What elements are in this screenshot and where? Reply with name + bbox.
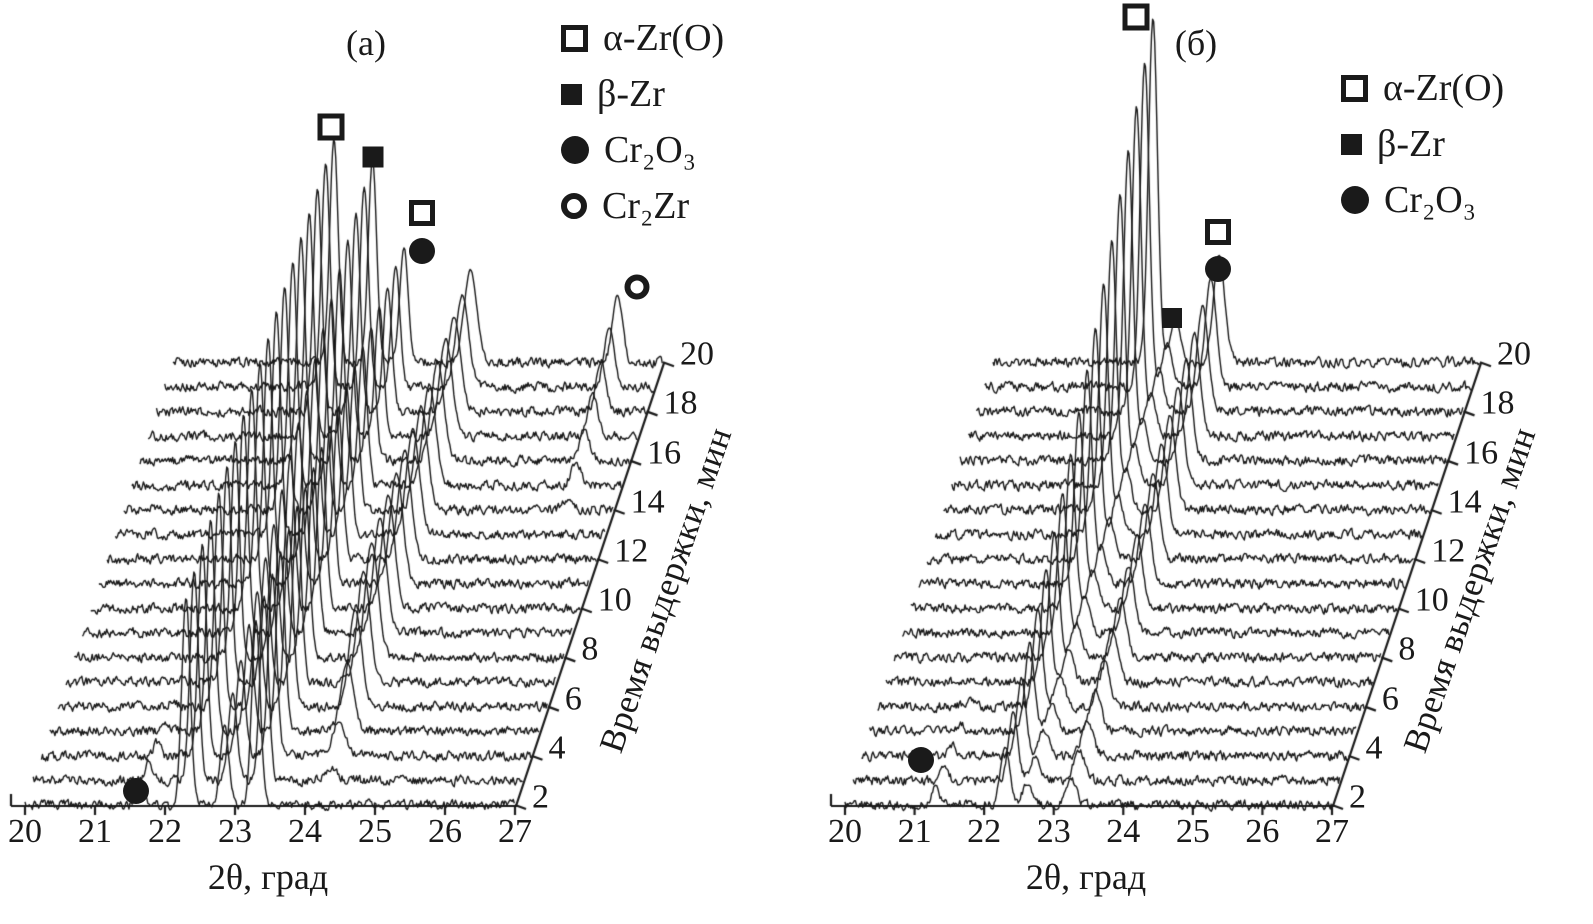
x-axis-label-a: 2θ, град	[207, 857, 329, 897]
depth-tick-label: 18	[663, 384, 698, 422]
peak-marker-filled-circle	[123, 778, 149, 804]
x-tick-label: 23	[1036, 813, 1071, 850]
peak-marker-open-square	[409, 200, 435, 226]
x-tick-label: 21	[78, 813, 112, 850]
legend-label: α-Zr(O)	[603, 17, 725, 59]
x-tick-label: 25	[358, 813, 392, 850]
depth-tick-label: 12	[614, 532, 649, 570]
peak-marker-filled-circle	[908, 747, 934, 773]
depth-tick-label: 14	[630, 483, 665, 521]
legend-item: α-Zr(O)	[561, 10, 724, 66]
peak-marker-open-square	[1205, 219, 1231, 245]
x-tick-label: 22	[148, 813, 182, 850]
x-tick-label: 24	[288, 813, 322, 850]
x-tick-label: 27	[1315, 813, 1349, 850]
peak-marker-filled-circle	[1205, 256, 1231, 282]
legend-b: α-Zr(O) β-Zr Cr₂O₃	[1341, 60, 1504, 228]
depth-tick-label: 20	[679, 335, 714, 373]
depth-tick-label: 16	[1464, 433, 1499, 471]
depth-tick-label: 8	[581, 630, 599, 668]
x-axis-label-b: 2θ, град	[1025, 857, 1147, 897]
depth-tick-label: 10	[1414, 581, 1449, 619]
depth-tick-label: 8	[1398, 630, 1416, 668]
legend-label: β-Zr	[1377, 123, 1445, 165]
x-tick-label: 25	[1175, 813, 1210, 850]
peak-marker-open-square	[317, 113, 345, 141]
legend-item: Cr₂O₃	[1341, 172, 1504, 228]
filled-circle-icon	[561, 136, 589, 164]
depth-tick-label: 20	[1496, 335, 1531, 373]
open-square-icon	[561, 24, 588, 52]
peak-marker-open-circle	[624, 274, 650, 300]
filled-circle-icon	[1341, 186, 1369, 214]
open-square-icon	[1341, 74, 1368, 102]
legend-item: α-Zr(O)	[1341, 60, 1504, 116]
x-tick-label: 26	[428, 813, 462, 850]
x-tick-label: 22	[967, 813, 1002, 850]
depth-tick-label: 18	[1480, 384, 1515, 422]
legend-label: α-Zr(O)	[1383, 67, 1505, 109]
x-tick-label: 20	[8, 813, 42, 850]
peak-marker-filled-square	[1162, 308, 1182, 328]
depth-tick-label: 6	[1381, 679, 1399, 717]
depth-tick-label: 12	[1431, 532, 1466, 570]
legend-a: α-Zr(O) β-Zr Cr₂O₃ Cr₂Zr	[561, 10, 724, 234]
legend-label: Cr₂O₃	[604, 129, 696, 171]
x-tick-label: 23	[218, 813, 252, 850]
legend-item: Cr₂Zr	[561, 178, 724, 234]
depth-tick-label: 14	[1447, 483, 1482, 521]
filled-square-icon	[561, 83, 582, 105]
peak-marker-open-square	[1122, 3, 1150, 31]
legend-item: β-Zr	[561, 66, 724, 122]
x-tick-label: 24	[1106, 813, 1141, 850]
depth-tick-label: 10	[597, 581, 632, 619]
filled-square-icon	[1341, 133, 1362, 155]
depth-tick-label: 2	[532, 778, 549, 816]
legend-label: β-Zr	[597, 73, 665, 115]
depth-tick-label: 4	[1365, 729, 1383, 767]
x-tick-label: 21	[897, 813, 932, 850]
legend-item: Cr₂O₃	[561, 122, 724, 178]
panel-title-a: (а)	[346, 23, 386, 63]
legend-label: Cr₂Zr	[602, 185, 690, 227]
depth-tick-label: 2	[1349, 778, 1366, 816]
legend-item: β-Zr	[1341, 116, 1504, 172]
panel-title-b: (б)	[1174, 23, 1218, 63]
depth-tick-label: 16	[647, 433, 682, 471]
x-tick-label: 20	[828, 813, 862, 850]
depth-tick-label: 6	[564, 679, 582, 717]
x-tick-label: 26	[1245, 813, 1280, 850]
legend-label: Cr₂O₃	[1384, 179, 1476, 221]
open-circle-icon	[561, 193, 587, 219]
peak-marker-filled-circle	[409, 238, 435, 264]
depth-tick-label: 4	[548, 729, 566, 767]
x-tick-label: 27	[498, 813, 532, 850]
peak-marker-filled-square	[362, 146, 384, 168]
